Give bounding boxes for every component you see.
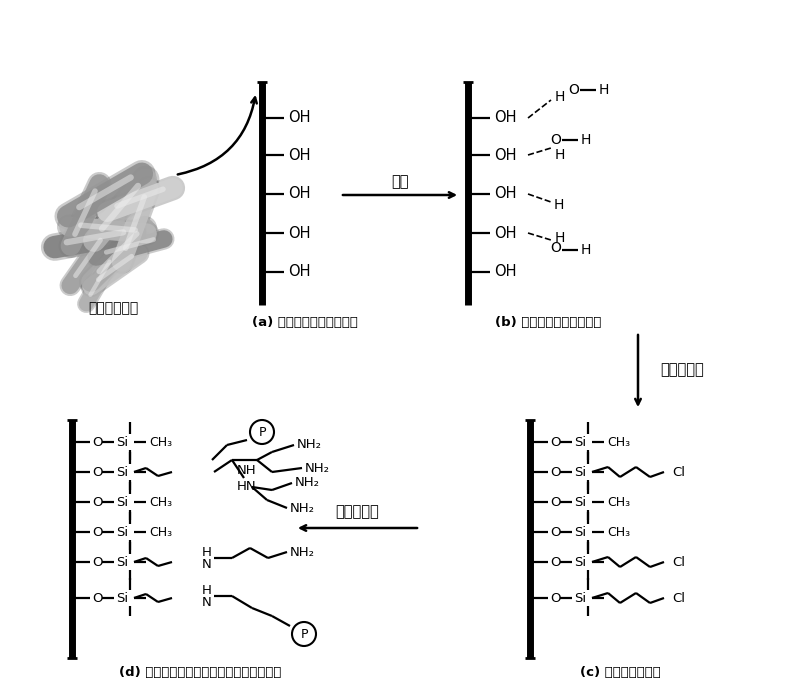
Text: OH: OH bbox=[494, 226, 517, 241]
Text: CH₃: CH₃ bbox=[607, 435, 630, 448]
Text: O: O bbox=[550, 495, 561, 509]
Text: (d) 埃洛石纳米管基体锇合型离子交换树脂: (d) 埃洛石纳米管基体锇合型离子交换树脂 bbox=[119, 666, 281, 678]
Text: OH: OH bbox=[288, 187, 310, 201]
Text: CH₃: CH₃ bbox=[149, 495, 172, 509]
Text: H: H bbox=[554, 198, 564, 212]
Text: Si: Si bbox=[116, 556, 128, 569]
Text: NH₂: NH₂ bbox=[297, 439, 322, 451]
Text: OH: OH bbox=[288, 226, 310, 241]
Text: O: O bbox=[92, 435, 102, 448]
Text: O: O bbox=[550, 525, 561, 538]
Text: NH₂: NH₂ bbox=[305, 462, 330, 475]
Text: O: O bbox=[92, 556, 102, 569]
Text: NH₂: NH₂ bbox=[290, 545, 315, 558]
Text: OH: OH bbox=[288, 147, 310, 163]
Text: O: O bbox=[550, 435, 561, 448]
Text: O: O bbox=[550, 466, 561, 478]
Text: NH₂: NH₂ bbox=[295, 477, 320, 489]
Text: OH: OH bbox=[494, 264, 517, 280]
Text: O: O bbox=[550, 133, 561, 147]
Text: (c) 后续的聚合反应: (c) 后续的聚合反应 bbox=[580, 666, 660, 678]
Text: O: O bbox=[92, 592, 102, 605]
Text: OH: OH bbox=[494, 147, 517, 163]
Text: Si: Si bbox=[116, 495, 128, 509]
Text: H: H bbox=[555, 90, 566, 104]
Text: 润湿: 润湿 bbox=[391, 174, 409, 190]
Text: (b) 水合埃洛石纳米管表面: (b) 水合埃洛石纳米管表面 bbox=[495, 316, 601, 329]
Text: Si: Si bbox=[116, 592, 128, 605]
Text: O: O bbox=[550, 592, 561, 605]
Text: OH: OH bbox=[288, 264, 310, 280]
Text: NH₂: NH₂ bbox=[290, 502, 315, 514]
Text: Si: Si bbox=[116, 525, 128, 538]
Text: P: P bbox=[258, 426, 266, 439]
Text: H: H bbox=[599, 83, 610, 97]
Text: CH₃: CH₃ bbox=[607, 495, 630, 509]
Text: Cl: Cl bbox=[672, 466, 685, 478]
Text: Si: Si bbox=[116, 435, 128, 448]
Text: CH₃: CH₃ bbox=[607, 525, 630, 538]
Text: N: N bbox=[202, 558, 212, 570]
Text: O: O bbox=[92, 495, 102, 509]
Text: Si: Si bbox=[116, 466, 128, 478]
Text: H: H bbox=[202, 545, 212, 558]
Text: 埃洛石纳米管: 埃洛石纳米管 bbox=[88, 301, 138, 315]
Text: H: H bbox=[581, 133, 591, 147]
Text: H: H bbox=[555, 231, 566, 245]
Text: O: O bbox=[568, 83, 579, 97]
Text: H: H bbox=[581, 243, 591, 257]
Text: Cl: Cl bbox=[672, 592, 685, 605]
Text: Si: Si bbox=[574, 592, 586, 605]
Text: CH₃: CH₃ bbox=[149, 525, 172, 538]
Text: O: O bbox=[92, 466, 102, 478]
Text: Cl: Cl bbox=[672, 556, 685, 569]
Text: O: O bbox=[550, 241, 561, 255]
Text: P: P bbox=[300, 628, 308, 641]
Text: O: O bbox=[92, 525, 102, 538]
Text: Si: Si bbox=[574, 466, 586, 478]
Text: H: H bbox=[202, 583, 212, 597]
Text: NH: NH bbox=[237, 464, 257, 477]
Text: OH: OH bbox=[494, 111, 517, 125]
Text: 聚乙烯亚胺: 聚乙烯亚胺 bbox=[335, 504, 379, 520]
Text: H: H bbox=[555, 148, 566, 162]
Text: Si: Si bbox=[574, 435, 586, 448]
Text: N: N bbox=[202, 596, 212, 608]
Text: O: O bbox=[550, 556, 561, 569]
Text: Si: Si bbox=[574, 495, 586, 509]
Text: Si: Si bbox=[574, 556, 586, 569]
Text: OH: OH bbox=[494, 187, 517, 201]
Text: (a) 处理埃洛石纳米管表面: (a) 处理埃洛石纳米管表面 bbox=[252, 316, 358, 329]
Text: CH₃: CH₃ bbox=[149, 435, 172, 448]
Text: Si: Si bbox=[574, 525, 586, 538]
Text: 硅烷偶联剂: 硅烷偶联剂 bbox=[660, 363, 704, 378]
Text: HN: HN bbox=[237, 480, 257, 493]
Text: OH: OH bbox=[288, 111, 310, 125]
